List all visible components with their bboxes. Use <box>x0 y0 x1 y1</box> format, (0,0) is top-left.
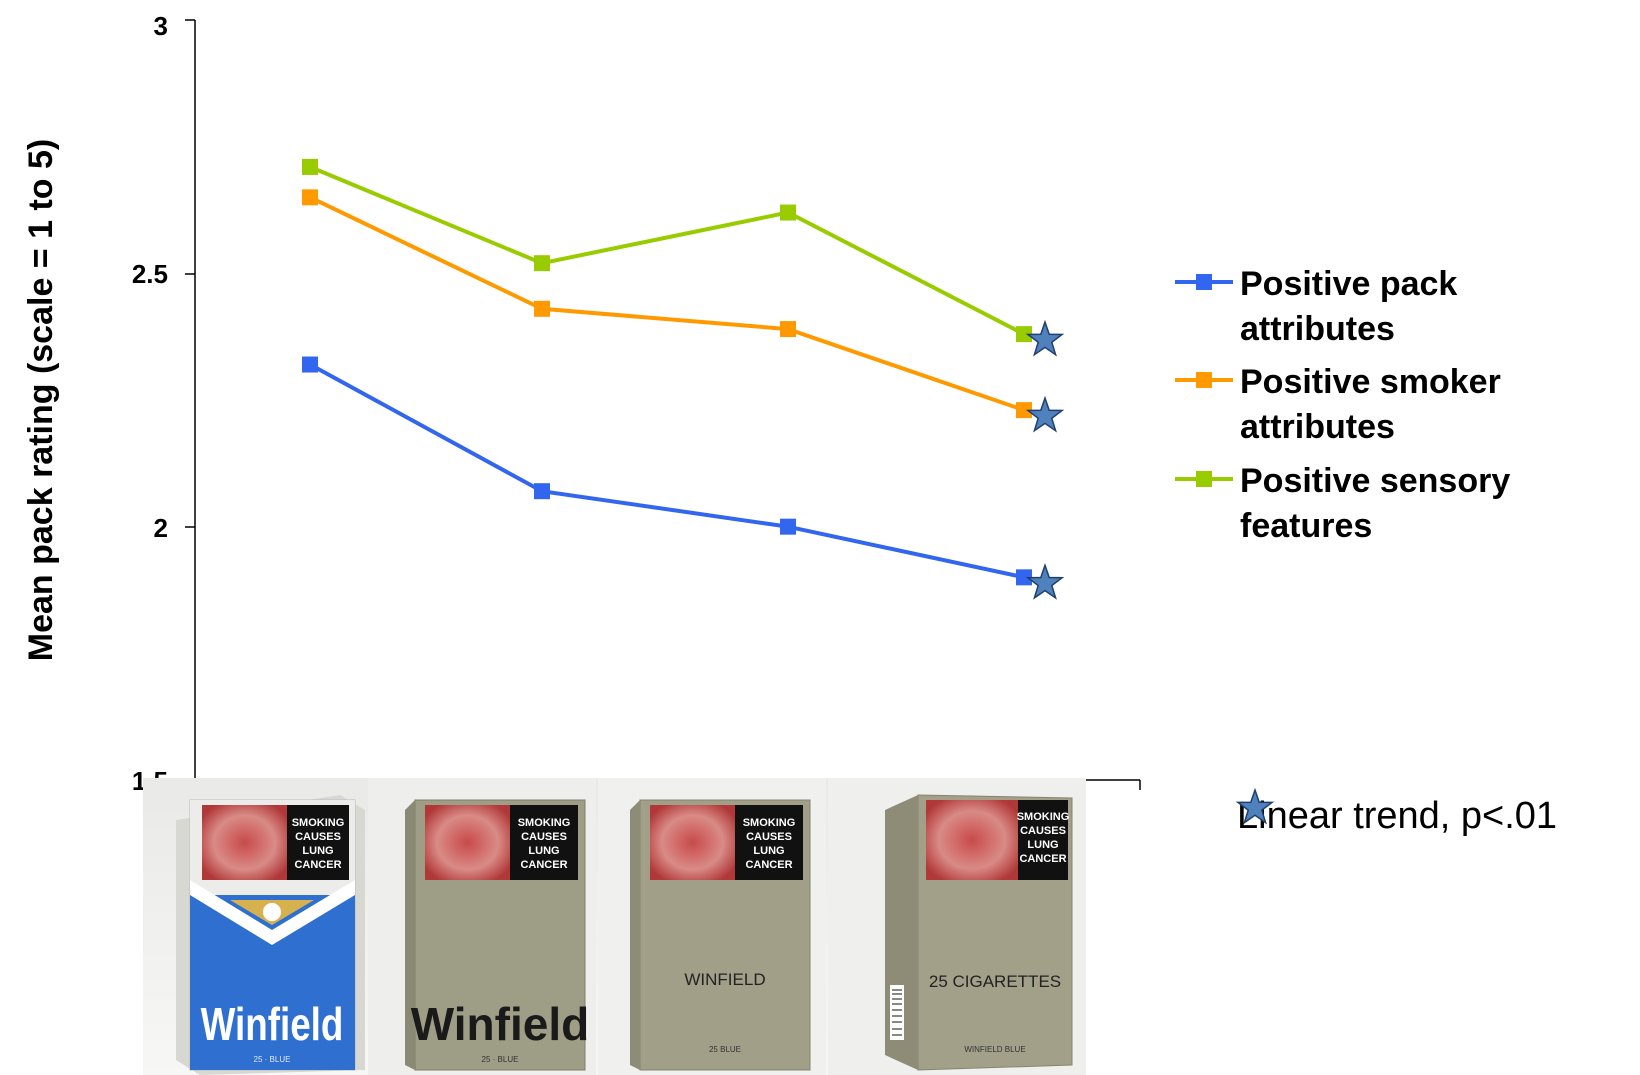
pack-image-branded: SMOKING CAUSES LUNG CANCER Winfield 25 ·… <box>176 795 365 1075</box>
data-point <box>534 300 550 317</box>
pack-warning-text: SMOKING <box>292 817 345 829</box>
series-layer <box>302 158 1032 586</box>
pack-sub-text: WINFIELD BLUE <box>964 1045 1025 1054</box>
data-point <box>1016 402 1032 419</box>
pack-brand-text: Winfield <box>411 998 589 1050</box>
legend-label: Positive sensory <box>1240 462 1510 500</box>
pack-brand-text: WINFIELD <box>684 970 765 989</box>
series-line <box>309 195 1025 412</box>
series-positive-pack-attributes <box>302 356 1032 586</box>
data-point <box>534 483 550 500</box>
y-tick-label: 2.5 <box>132 259 168 289</box>
pack-image-plain-logo: SMOKING CAUSES LUNG CANCER Winfield 25 ·… <box>368 778 596 1075</box>
trend-star-icon <box>1027 321 1063 356</box>
legend-entry: Positive smoker attributes <box>1175 363 1501 446</box>
data-point <box>534 255 550 272</box>
pack-warning-text: LUNG <box>1027 839 1058 851</box>
pack-warning-text: CAUSES <box>746 831 792 843</box>
pack-brand-text: Winfield <box>201 998 344 1050</box>
legend-entry: Positive sensory features <box>1175 462 1510 545</box>
pack-warning-text: SMOKING <box>518 817 571 829</box>
pack-warning-text: CAUSES <box>1020 825 1066 837</box>
pack-warning-text: SMOKING <box>1017 811 1070 823</box>
pack-sub-text: 25 · BLUE <box>482 1055 519 1064</box>
pack-warning-text: LUNG <box>528 845 559 857</box>
y-tick-label: 3 <box>154 11 168 41</box>
pack-brand-text: 25 CIGARETTES <box>929 972 1061 991</box>
trend-stars <box>1027 321 1063 599</box>
pack-warning-text: CAUSES <box>521 831 567 843</box>
pack-warning-text: CANCER <box>745 859 792 871</box>
data-point <box>780 518 796 535</box>
pack-images: SMOKING CAUSES LUNG CANCER Winfield 25 ·… <box>143 778 1086 1075</box>
legend-label: Positive pack <box>1240 265 1457 303</box>
legend-label: Positive smoker <box>1240 363 1501 401</box>
pack-sub-text: 25 · BLUE <box>254 1055 291 1064</box>
y-axis <box>185 19 196 781</box>
trend-annotation: Linear trend, p<.01 <box>1237 789 1557 837</box>
legend-entry: Positive pack attributes <box>1175 265 1457 348</box>
series-line <box>309 362 1025 580</box>
data-point <box>302 189 318 206</box>
pack-warning-text: LUNG <box>753 845 784 857</box>
data-point <box>1016 569 1032 586</box>
legend-label: features <box>1240 507 1372 545</box>
legend: Positive pack attributes Positive smoker… <box>1175 265 1510 545</box>
series-positive-smoker-attributes <box>302 189 1032 419</box>
pack-warning-text: CAUSES <box>295 831 341 843</box>
trend-star-icon <box>1027 397 1063 432</box>
trend-star-icon <box>1027 564 1063 599</box>
data-point <box>302 158 318 175</box>
series-line <box>309 165 1025 336</box>
pack-image-plain-text: SMOKING CAUSES LUNG CANCER WINFIELD 25 B… <box>598 778 826 1075</box>
pack-sub-text: 25 BLUE <box>709 1045 741 1054</box>
pack-warning-text: LUNG <box>302 845 333 857</box>
legend-label: attributes <box>1240 408 1395 446</box>
data-point <box>302 356 318 373</box>
pack-warning-text: CANCER <box>520 859 567 871</box>
series-positive-sensory-features <box>302 158 1032 343</box>
legend-label: attributes <box>1240 310 1395 348</box>
y-tick-label: 2 <box>154 513 168 543</box>
pack-warning-text: CANCER <box>294 859 341 871</box>
pack-warning-text: SMOKING <box>743 817 796 829</box>
data-point <box>780 321 796 338</box>
y-axis-label: Mean pack rating (scale = 1 to 5) <box>22 139 60 661</box>
annotation-text: Linear trend, p<.01 <box>1237 795 1557 837</box>
pack-image-plain-standard: SMOKING CAUSES LUNG CANCER 25 CIGARETTES… <box>828 778 1086 1075</box>
data-point <box>1016 326 1032 343</box>
data-point <box>780 204 796 221</box>
pack-warning-text: CANCER <box>1019 853 1066 865</box>
